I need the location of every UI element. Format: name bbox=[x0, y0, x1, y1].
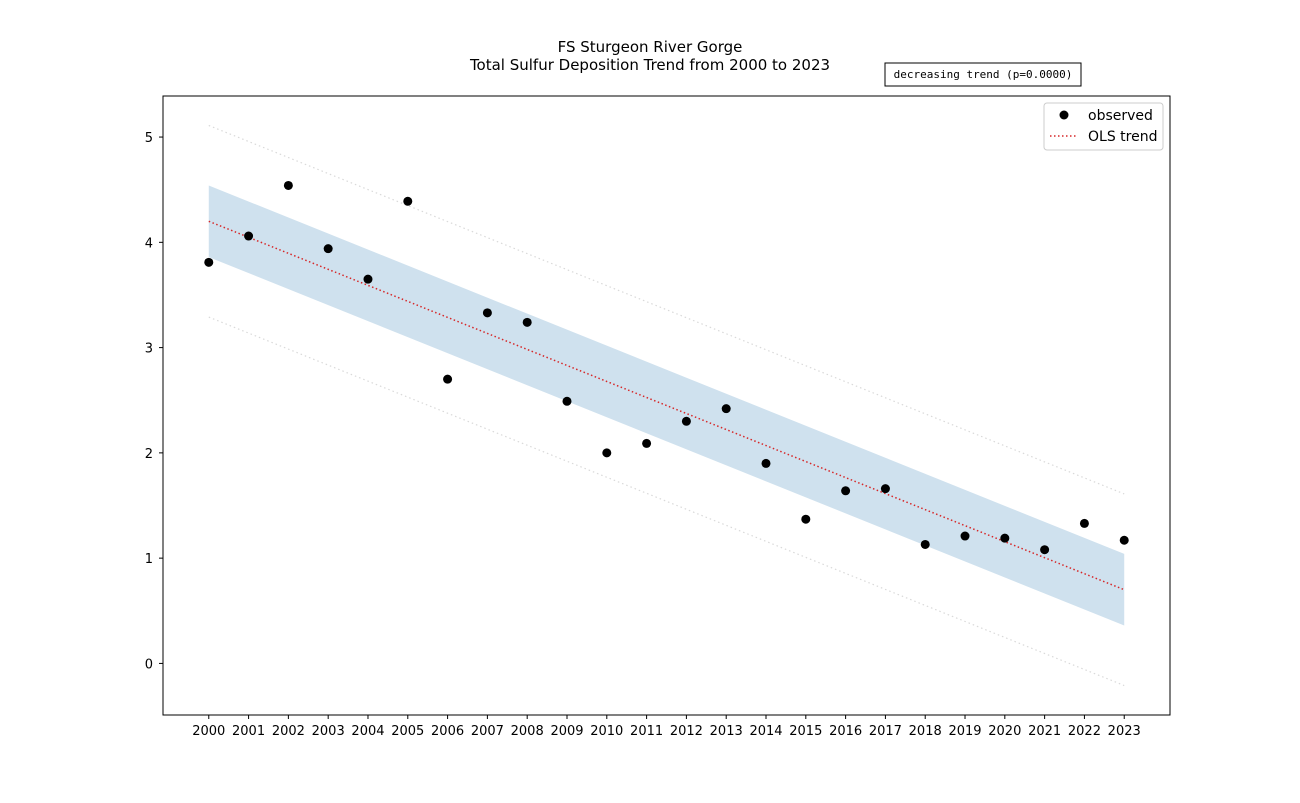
x-tick-label: 2017 bbox=[869, 724, 902, 739]
axes: 2000 2001 2002 2003 2004 2005 2006 2007 2008 2009… bbox=[145, 131, 1141, 739]
y-tick-label: 5 bbox=[145, 131, 153, 146]
observed-point bbox=[960, 531, 970, 541]
x-tick-label: 2018 bbox=[909, 724, 942, 739]
legend-observed-label: observed bbox=[1088, 108, 1153, 124]
observed-point bbox=[403, 196, 413, 206]
observed-point bbox=[244, 231, 254, 241]
x-tick-label: 2012 bbox=[670, 724, 703, 739]
observed-point bbox=[1079, 518, 1089, 528]
chart-title-line2: Total Sulfur Deposition Trend from 2000 … bbox=[469, 56, 830, 74]
observed-point bbox=[920, 539, 930, 549]
chart-title-line1: FS Sturgeon River Gorge bbox=[558, 38, 743, 56]
x-tick-label: 2020 bbox=[988, 724, 1021, 739]
observed-point bbox=[1119, 535, 1129, 545]
x-tick-label: 2006 bbox=[431, 724, 464, 739]
observed-point bbox=[801, 514, 811, 524]
observed-point bbox=[1000, 533, 1010, 543]
observed-point bbox=[363, 274, 373, 284]
x-tick-label: 2000 bbox=[192, 724, 225, 739]
observed-point bbox=[841, 486, 851, 496]
observed-point bbox=[323, 244, 333, 254]
observed-point bbox=[562, 396, 572, 406]
x-tick-label: 2019 bbox=[948, 724, 981, 739]
trend-annotation-text: decreasing trend (p=0.0000) bbox=[894, 68, 1073, 81]
x-tick-label: 2005 bbox=[391, 724, 424, 739]
trend-annotation-box: decreasing trend (p=0.0000) bbox=[884, 62, 1082, 87]
legend-ols-label: OLS trend bbox=[1088, 129, 1157, 145]
observed-point bbox=[880, 484, 890, 494]
legend-box bbox=[1043, 102, 1164, 151]
observed-point bbox=[482, 308, 492, 318]
x-tick-label: 2007 bbox=[471, 724, 504, 739]
observed-point bbox=[642, 438, 652, 448]
x-tick-label: 2002 bbox=[272, 724, 305, 739]
y-tick-label: 4 bbox=[145, 236, 153, 251]
y-tick-label: 2 bbox=[145, 447, 153, 462]
observed-point bbox=[1040, 545, 1050, 555]
x-tick-label: 2001 bbox=[232, 724, 265, 739]
observed-point bbox=[443, 374, 453, 384]
x-tick-label: 2014 bbox=[749, 724, 782, 739]
x-tick-label: 2021 bbox=[1028, 724, 1061, 739]
observed-point bbox=[681, 416, 691, 426]
observed-point bbox=[761, 458, 771, 468]
x-tick-label: 2010 bbox=[590, 724, 623, 739]
x-tick-label: 2009 bbox=[550, 724, 583, 739]
x-tick-label: 2008 bbox=[511, 724, 544, 739]
plot-frame bbox=[162, 95, 1171, 716]
x-tick-label: 2016 bbox=[829, 724, 862, 739]
x-tick-label: 2003 bbox=[312, 724, 345, 739]
plot-area bbox=[204, 124, 1129, 687]
observed-point bbox=[522, 317, 532, 327]
x-tick-label: 2015 bbox=[789, 724, 822, 739]
x-tick-label: 2011 bbox=[630, 724, 663, 739]
y-tick-label: 3 bbox=[145, 342, 153, 357]
observed-point bbox=[283, 180, 293, 190]
x-tick-label: 2013 bbox=[710, 724, 743, 739]
legend: observed OLS trend bbox=[1043, 102, 1164, 151]
y-tick-label: 0 bbox=[145, 657, 153, 672]
observed-point bbox=[602, 448, 612, 458]
x-tick-label: 2004 bbox=[351, 724, 384, 739]
legend-observed-marker bbox=[1059, 110, 1069, 120]
observed-point bbox=[721, 404, 731, 414]
observed-point bbox=[204, 257, 214, 267]
x-tick-label: 2023 bbox=[1108, 724, 1141, 739]
x-tick-label: 2022 bbox=[1068, 724, 1101, 739]
ols-trend-line bbox=[208, 220, 1125, 591]
y-tick-label: 1 bbox=[145, 552, 153, 567]
